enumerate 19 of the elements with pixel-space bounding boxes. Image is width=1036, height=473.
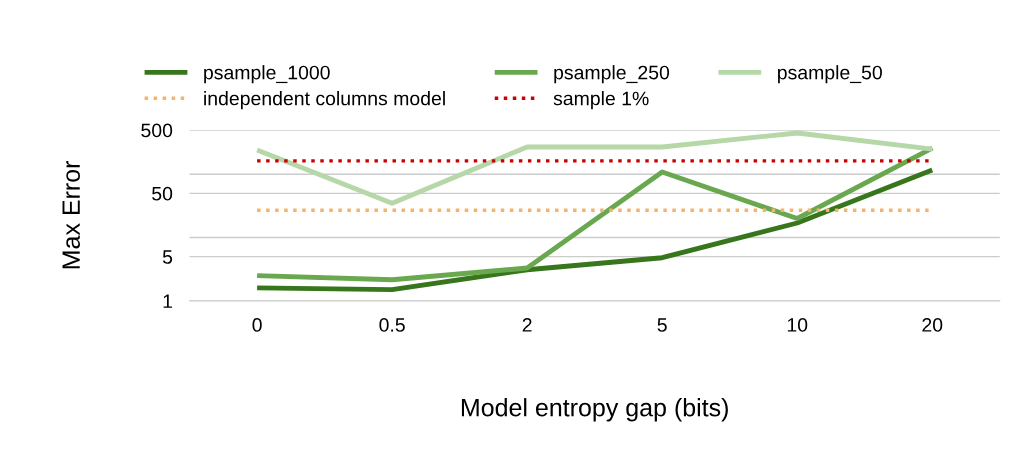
x-tick-label: 0 — [252, 318, 262, 332]
y-tick-label: 50 — [152, 186, 173, 201]
x-axis-title: Model entropy gap (bits) — [461, 398, 728, 422]
legend-label: psample_250 — [554, 65, 670, 84]
line-series — [254, 167, 935, 293]
legend-label: psample_1000 — [204, 65, 330, 84]
x-tick-label: 2 — [522, 318, 532, 332]
x-tick-label: 20 — [922, 318, 943, 332]
legend-label: sample 1% — [553, 91, 649, 110]
y-tick-label: 5 — [162, 250, 173, 264]
legend-label: independent columns model — [204, 91, 445, 110]
legend-label: psample_50 — [778, 65, 882, 84]
y-tick-label: 500 — [141, 123, 173, 138]
x-tick-label: 0.5 — [379, 318, 405, 332]
x-tick-label: 5 — [657, 318, 667, 332]
y-axis-title: Max Error — [62, 161, 80, 269]
line-series — [254, 130, 935, 206]
x-tick-label: 10 — [787, 318, 808, 332]
y-tick-label: 1 — [163, 294, 172, 308]
